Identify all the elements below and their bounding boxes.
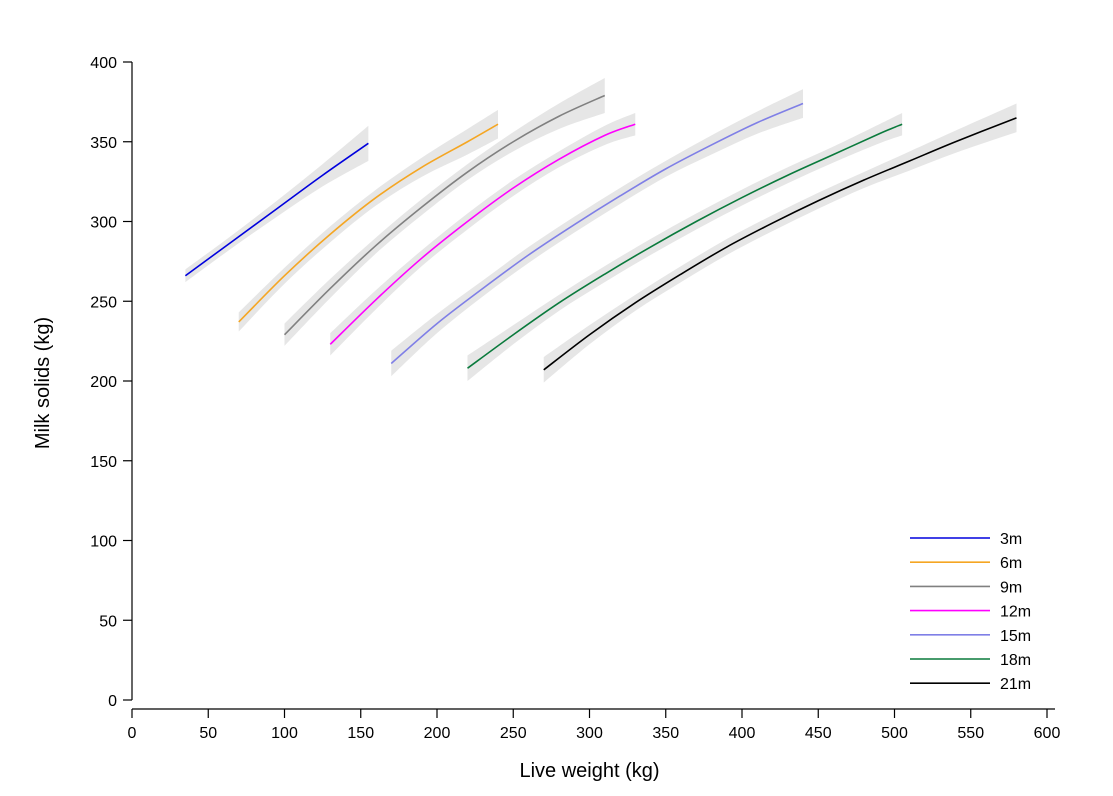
x-tick-label: 200 [424,725,451,742]
legend-label: 21m [1000,676,1031,693]
legend-label: 6m [1000,555,1022,572]
y-tick-label: 250 [90,294,117,311]
legend-label: 15m [1000,628,1031,645]
y-tick-label: 100 [90,534,117,551]
confidence-band-9m [284,77,605,346]
x-tick-label: 250 [500,725,527,742]
series-lines [184,94,1017,371]
x-tick-label: 550 [957,725,984,742]
x-tick-label: 500 [881,725,908,742]
y-axis-title: Milk solids (kg) [32,317,54,449]
x-tick-label: 100 [271,725,298,742]
legend-item-9m: 9m [910,579,1022,596]
confidence-band-3m [185,125,369,283]
x-tick-label: 150 [347,725,374,742]
y-tick-label: 200 [90,374,117,391]
series-line-9m [283,94,606,336]
series-line-21m [543,117,1017,371]
legend-item-12m: 12m [910,604,1031,621]
x-tick-label: 0 [128,725,137,742]
confidence-band-18m [467,113,903,381]
x-axis-title: Live weight (kg) [519,760,659,782]
x-tick-label: 400 [729,725,756,742]
legend-label: 18m [1000,652,1031,669]
legend-item-15m: 15m [910,628,1031,645]
confidence-band-15m [391,89,803,377]
series-line-6m [238,123,499,323]
legend-label: 3m [1000,531,1022,548]
series-line-15m [390,102,804,365]
y-tick-label: 150 [90,454,117,471]
legend-label: 12m [1000,604,1031,621]
x-tick-label: 300 [576,725,603,742]
axes: 0 50 100 150 200 250 300 350 400 0 50 100 150 200 250 3… [90,55,1060,742]
series-line-18m [467,123,903,369]
series-line-12m [329,123,636,345]
y-tick-label: 400 [90,55,117,72]
series-line-3m [184,142,369,277]
y-tick-label: 50 [99,613,117,630]
y-tick-label: 350 [90,135,117,152]
x-tick-label: 50 [199,725,217,742]
y-tick-label: 300 [90,215,117,232]
x-tick-label: 600 [1034,725,1061,742]
confidence-bands [185,77,1017,383]
legend-item-3m: 3m [910,531,1022,548]
legend: 3m 6m 9m 12m 15m 18m 21m [910,531,1031,693]
x-tick-label: 350 [652,725,679,742]
confidence-band-6m [238,109,498,332]
y-tick-label: 0 [108,693,117,710]
legend-label: 9m [1000,579,1022,596]
x-tick-label: 450 [805,725,832,742]
confidence-band-21m [543,103,1017,383]
legend-item-18m: 18m [910,652,1031,669]
confidence-band-12m [330,113,636,356]
legend-item-6m: 6m [910,555,1022,572]
legend-item-21m: 21m [910,676,1031,693]
